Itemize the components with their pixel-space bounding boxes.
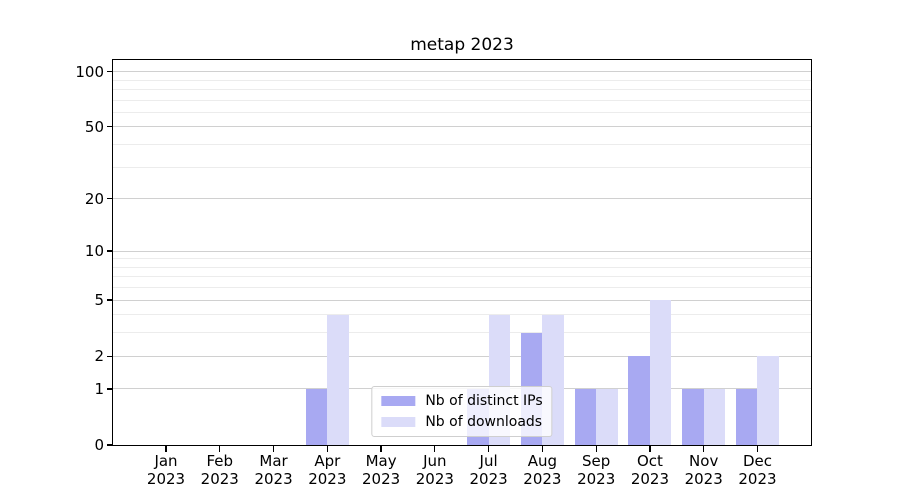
bar-dec-distinct-ips: [735, 388, 758, 445]
x-tick-oct: [649, 446, 651, 452]
y-tick-label-2: 2: [94, 347, 104, 366]
gridline-minor-40: [113, 144, 811, 146]
x-tick-label-apr: Apr 2023: [308, 452, 347, 488]
x-tick-feb: [219, 446, 221, 452]
gridline-major-50: [113, 126, 811, 128]
plot-area: Nb of distinct IPs Nb of downloads: [112, 59, 812, 446]
x-tick-label-jul: Jul 2023: [469, 452, 508, 488]
gridline-minor-3: [113, 332, 811, 334]
y-tick-10: [107, 250, 113, 252]
y-tick-label-20: 20: [84, 189, 104, 208]
y-tick-100: [107, 70, 113, 73]
x-tick-nov: [703, 446, 705, 452]
legend: Nb of distinct IPs Nb of downloads: [371, 386, 553, 437]
gridline-minor-90: [113, 79, 811, 81]
x-tick-label-dec: Dec 2023: [738, 452, 777, 488]
y-tick-5: [107, 299, 113, 301]
bar-oct-downloads: [649, 300, 672, 445]
chart-title: metap 2023: [410, 35, 514, 55]
gridline-major-100: [113, 71, 811, 73]
y-tick-label-0: 0: [94, 436, 104, 454]
y-tick-label-50: 50: [84, 117, 104, 136]
x-tick-apr: [326, 446, 328, 452]
gridline-minor-6: [113, 287, 811, 289]
gridline-minor-70: [113, 99, 811, 101]
gridline-major-5: [113, 299, 811, 301]
x-tick-mar: [272, 446, 275, 452]
y-tick-20: [107, 198, 113, 200]
x-tick-may: [380, 446, 382, 452]
x-tick-label-sep: Sep 2023: [577, 452, 616, 488]
bar-dec-downloads: [757, 356, 779, 445]
gridline-minor-7: [113, 276, 811, 278]
x-tick-aug: [541, 446, 543, 452]
x-tick-label-jun: Jun 2023: [415, 452, 454, 488]
y-tick-label-10: 10: [84, 241, 104, 260]
gridline-minor-80: [113, 88, 811, 90]
x-tick-label-oct: Oct 2023: [630, 452, 670, 488]
gridline-major-2: [113, 355, 811, 357]
gridline-major-10: [113, 250, 811, 252]
legend-swatch-downloads: [381, 417, 416, 427]
x-tick-jun: [434, 446, 436, 452]
y-tick-label-100: 100: [75, 62, 104, 81]
legend-item-downloads: Nb of downloads: [381, 414, 542, 430]
bar-apr-downloads: [327, 314, 349, 445]
y-tick-1: [107, 388, 113, 390]
x-tick-label-may: May 2023: [361, 452, 401, 488]
x-tick-label-mar: Mar 2023: [254, 452, 293, 488]
x-tick-label-jan: Jan 2023: [146, 452, 186, 488]
y-tick-0: [107, 444, 113, 446]
legend-swatch-distinct-ips: [381, 396, 416, 406]
bar-apr-distinct-ips: [305, 388, 328, 445]
x-tick-jan: [165, 446, 167, 452]
x-tick-label-feb: Feb 2023: [200, 452, 239, 488]
legend-label-downloads: Nb of downloads: [425, 414, 543, 430]
x-tick-dec: [756, 446, 759, 452]
bar-nov-distinct-ips: [682, 388, 704, 445]
x-tick-sep: [595, 446, 597, 452]
y-tick-2: [107, 355, 113, 357]
gridline-major-20: [113, 198, 811, 200]
y-tick-label-1: 1: [94, 379, 104, 398]
gridline-minor-30: [113, 166, 811, 168]
gridline-minor-8: [113, 266, 811, 268]
x-tick-label-aug: Aug 2023: [523, 452, 562, 488]
gridline-minor-9: [113, 258, 811, 260]
x-tick-label-nov: Nov 2023: [684, 452, 723, 488]
bar-sep-distinct-ips: [574, 388, 597, 445]
x-tick-jul: [488, 446, 490, 452]
gridline-minor-60: [113, 111, 811, 113]
bar-sep-downloads: [596, 388, 618, 445]
bar-oct-distinct-ips: [628, 356, 650, 445]
y-tick-50: [107, 126, 113, 128]
y-tick-label-5: 5: [94, 291, 104, 310]
legend-item-distinct-ips: Nb of distinct IPs: [381, 393, 543, 409]
bar-nov-downloads: [703, 388, 726, 445]
legend-label-distinct-ips: Nb of distinct IPs: [425, 393, 543, 409]
gridline-minor-4: [113, 314, 811, 316]
